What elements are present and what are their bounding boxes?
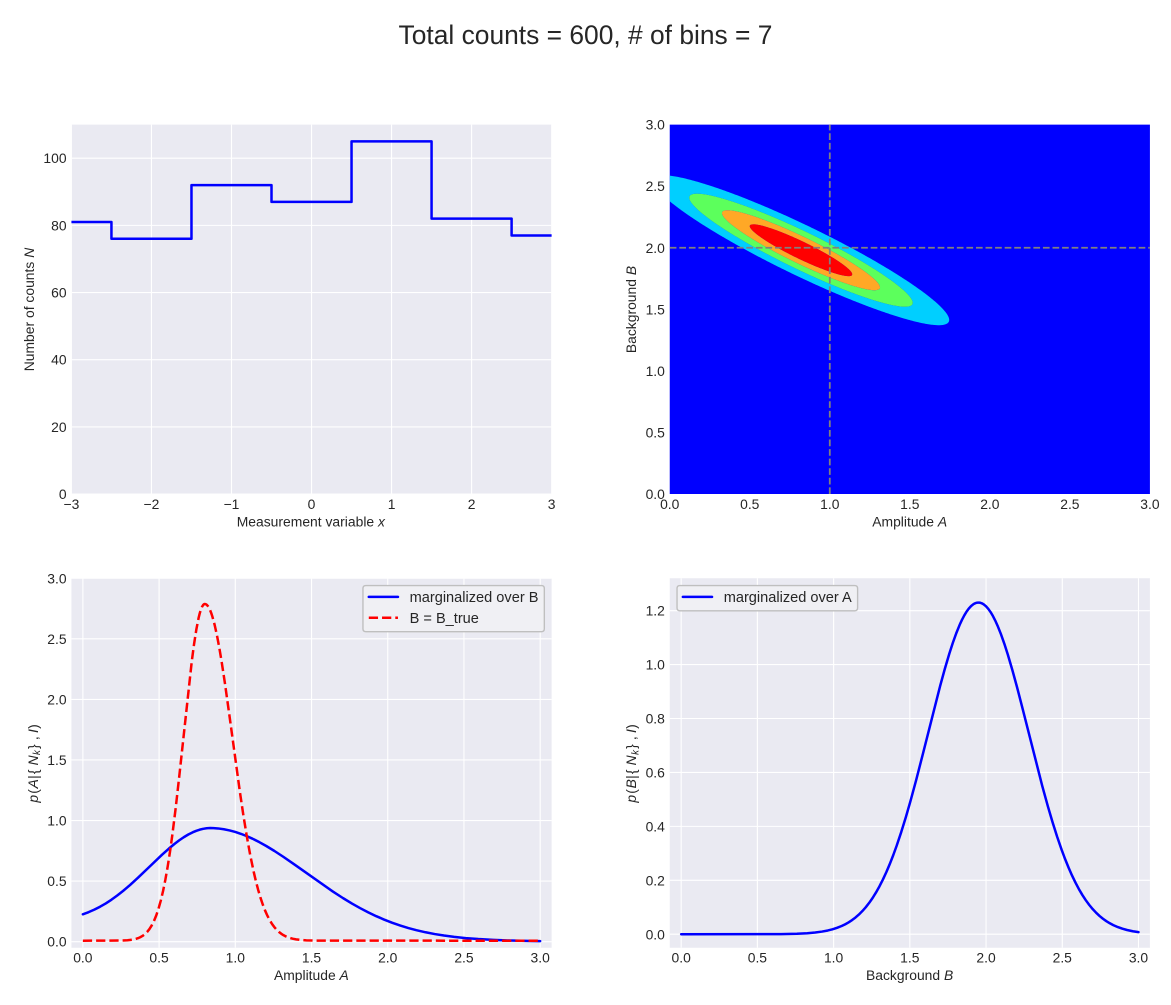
svg-text:A m p l: A m p l i t u d e A — [274, 960, 349, 985]
svg-text:3.0: 3.0 — [531, 950, 551, 966]
svg-text:2.0: 2.0 — [378, 950, 398, 966]
svg-text:3.0: 3.0 — [1129, 950, 1149, 966]
svg-text:0.5: 0.5 — [646, 425, 666, 441]
svg-text:0.4: 0.4 — [646, 818, 666, 834]
svg-text:1.0: 1.0 — [47, 813, 67, 829]
svg-text:−2: −2 — [144, 496, 160, 512]
svg-text:2.0: 2.0 — [980, 496, 1000, 512]
svg-text:60: 60 — [51, 285, 67, 301]
svg-text:−1: −1 — [224, 496, 240, 512]
svg-text:100: 100 — [43, 150, 66, 166]
svg-text:0.8: 0.8 — [646, 711, 666, 727]
svg-text:1.0: 1.0 — [824, 950, 844, 966]
svg-text:1.0: 1.0 — [646, 657, 666, 673]
svg-text:1.5: 1.5 — [47, 752, 67, 768]
svg-text:3: 3 — [548, 496, 556, 512]
svg-text:2: 2 — [468, 496, 476, 512]
svg-text:marginalized over A: marginalized over A — [724, 590, 852, 606]
svg-text:20: 20 — [51, 419, 67, 435]
svg-text:2.5: 2.5 — [646, 178, 666, 194]
svg-text:B = B_true: B = B_true — [410, 611, 479, 627]
svg-text:0.0: 0.0 — [646, 926, 666, 942]
svg-text:3.0: 3.0 — [47, 570, 67, 586]
svg-text:1.0: 1.0 — [226, 950, 246, 966]
svg-text:A m p l: A m p l i t u d e A — [872, 507, 947, 532]
svg-text:2.5: 2.5 — [47, 631, 67, 647]
svg-text:80: 80 — [51, 217, 67, 233]
svg-text:M e a s: M e a s u r e m e n t v a r i a b l e x — [237, 506, 386, 531]
svg-text:0.0: 0.0 — [646, 486, 666, 502]
svg-text:2.0: 2.0 — [976, 950, 996, 966]
svg-text:0.5: 0.5 — [740, 496, 760, 512]
svg-text:0.0: 0.0 — [672, 950, 692, 966]
svg-text:2.0: 2.0 — [646, 240, 666, 256]
svg-text:0.0: 0.0 — [73, 950, 93, 966]
svg-text:Total counts = 600, # of bins: Total counts = 600, # of bins = 7 — [399, 20, 773, 50]
svg-text:2.0: 2.0 — [47, 691, 67, 707]
svg-text:1.0: 1.0 — [646, 363, 666, 379]
svg-text:B a c k: B a c k g r o u n d B — [866, 960, 953, 985]
svg-text:1: 1 — [388, 496, 396, 512]
svg-text:2.5: 2.5 — [454, 950, 474, 966]
svg-text:0.5: 0.5 — [149, 950, 169, 966]
svg-text:0.5: 0.5 — [47, 873, 67, 889]
svg-text:40: 40 — [51, 352, 67, 368]
svg-text:1.5: 1.5 — [646, 301, 666, 317]
svg-text:0.0: 0.0 — [47, 934, 67, 950]
svg-text:N u m b: N u m b e r o f c o u n t s N — [14, 247, 39, 371]
svg-text:0: 0 — [59, 486, 67, 502]
svg-text:B a c k: B a c k g r o u n d B — [616, 266, 641, 353]
svg-text:1.0: 1.0 — [820, 496, 840, 512]
svg-text:0.2: 0.2 — [646, 872, 666, 888]
svg-text:marginalized over B: marginalized over B — [410, 590, 539, 606]
svg-text:3.0: 3.0 — [646, 117, 666, 133]
svg-text:2.5: 2.5 — [1060, 496, 1080, 512]
svg-text:3.0: 3.0 — [1140, 496, 1160, 512]
svg-text:2.5: 2.5 — [1053, 950, 1073, 966]
svg-text:0.5: 0.5 — [748, 950, 768, 966]
svg-text:1.2: 1.2 — [646, 603, 666, 619]
svg-text:0.6: 0.6 — [646, 764, 666, 780]
